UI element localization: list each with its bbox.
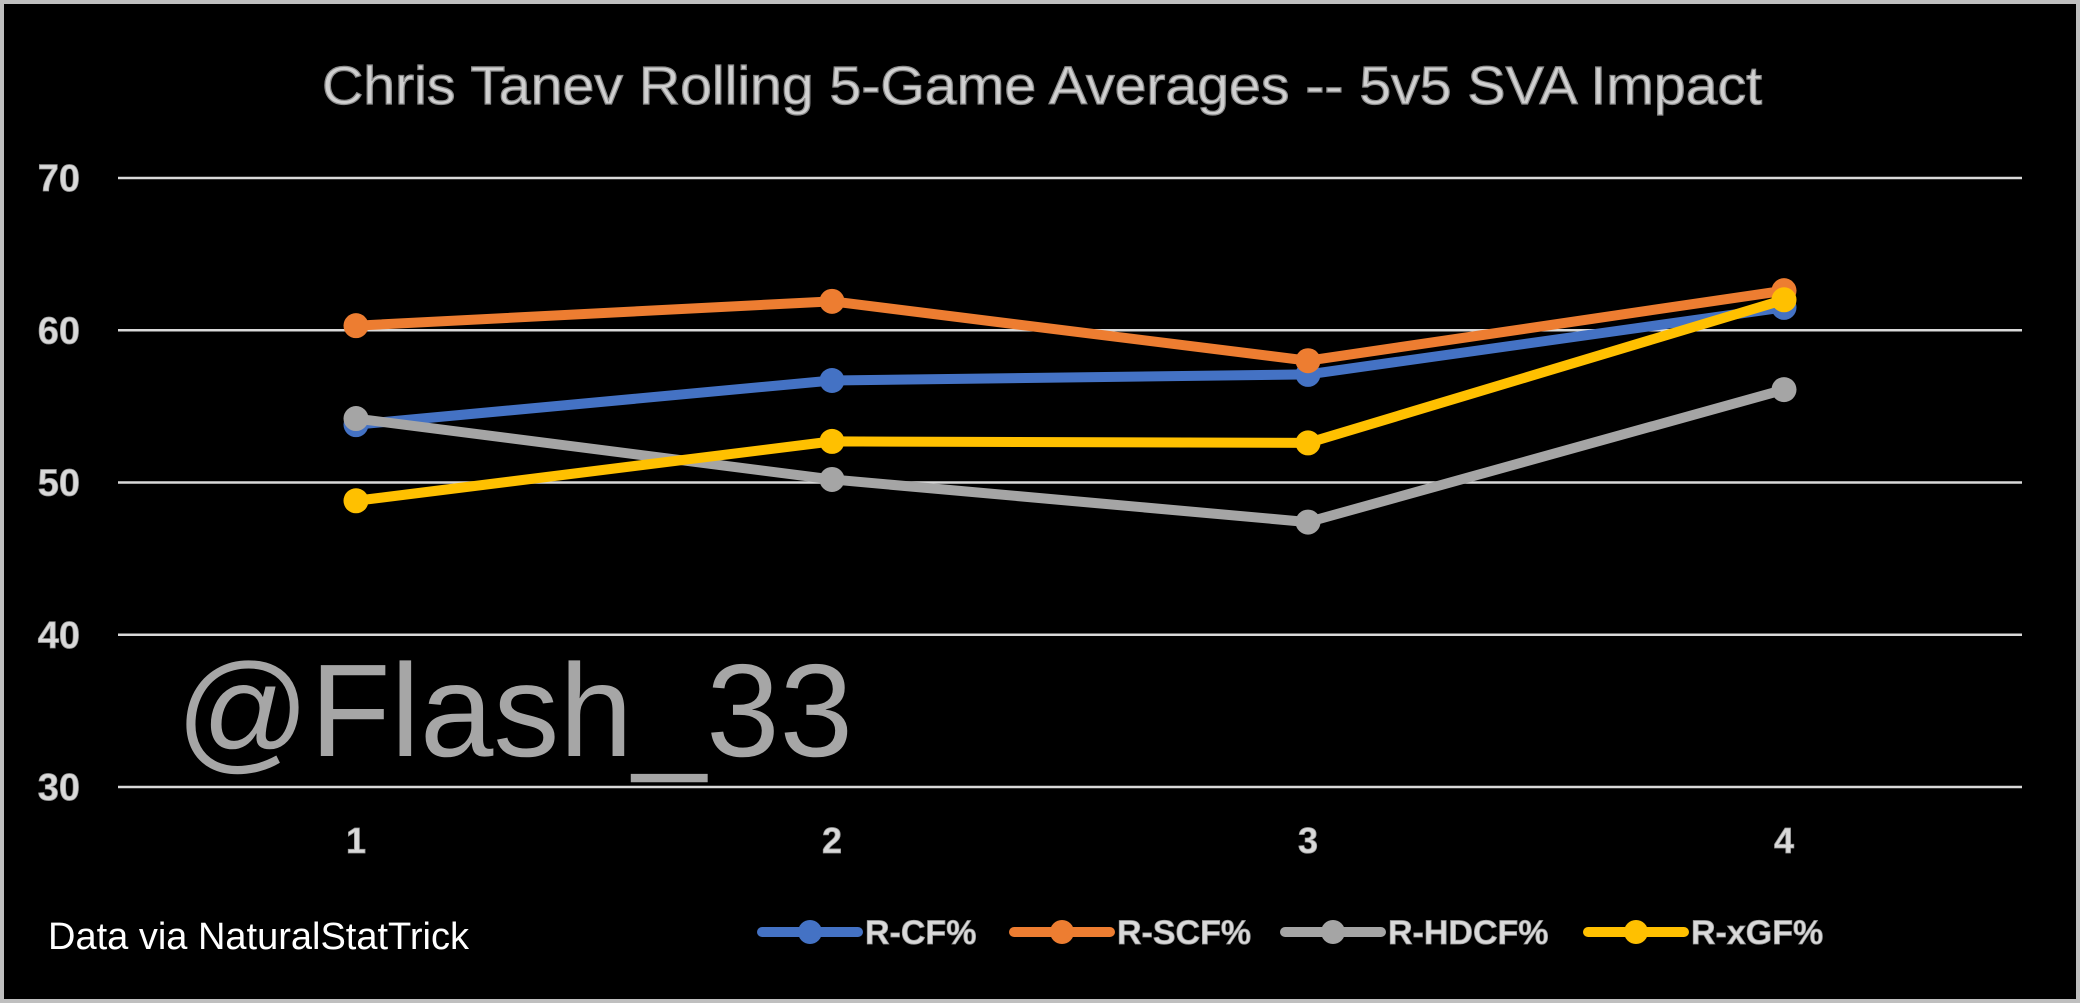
legend-label: R-CF% <box>865 914 976 952</box>
legend-swatch-marker <box>798 920 822 944</box>
series-line <box>351 294 1789 506</box>
series-r-hdcf <box>343 377 1797 535</box>
series-line <box>351 302 1789 430</box>
legend-item: R-HDCF% <box>1280 914 1549 952</box>
legend-label: R-SCF% <box>1117 914 1251 952</box>
gridlines <box>118 176 2022 789</box>
data-point <box>819 288 845 314</box>
legend-item: R-CF% <box>757 914 977 952</box>
chart-title: Chris Tanev Rolling 5-Game Averages -- 5… <box>322 56 1762 116</box>
series-lines <box>343 278 1797 535</box>
series-r-xgf <box>343 287 1797 514</box>
data-point <box>1295 509 1321 535</box>
x-tick-label: 2 <box>822 820 842 861</box>
data-point <box>1771 377 1797 403</box>
legend-swatch-marker <box>1624 920 1648 944</box>
data-point <box>1295 430 1321 456</box>
legend-swatch-marker <box>1321 920 1345 944</box>
x-tick-label: 3 <box>1298 820 1318 861</box>
y-tick-label: 70 <box>38 158 80 200</box>
data-point <box>1771 287 1797 313</box>
data-point <box>1295 348 1321 374</box>
y-tick-label: 30 <box>38 767 80 809</box>
legend-label: R-HDCF% <box>1388 914 1549 952</box>
y-axis-ticks: 30 40 50 60 70 <box>37 158 80 810</box>
series-line <box>351 285 1789 366</box>
y-tick-label: 40 <box>38 615 80 657</box>
x-axis-ticks: 1 2 3 4 <box>346 820 1795 862</box>
legend-item: R-SCF% <box>1009 914 1252 952</box>
x-tick-label: 1 <box>346 820 366 861</box>
data-point <box>343 406 369 432</box>
legend-item: R-xGF% <box>1583 914 1824 952</box>
data-point <box>343 488 369 514</box>
line-chart: Chris Tanev Rolling 5-Game Averages -- 5… <box>37 55 2022 958</box>
x-tick-label: 4 <box>1774 820 1794 861</box>
data-point <box>819 428 845 454</box>
legend-swatch-marker <box>1050 920 1074 944</box>
series-line <box>351 384 1789 528</box>
legend: R-CF% R-SCF% R-HDCF% R-xGF% <box>757 914 1824 952</box>
y-tick-label: 50 <box>38 463 80 505</box>
watermark-text: @Flash_33 <box>176 637 853 784</box>
data-point <box>819 367 845 393</box>
data-point <box>819 466 845 492</box>
data-point <box>343 313 369 339</box>
y-tick-label: 60 <box>38 310 80 352</box>
source-note: Data via NaturalStatTrick <box>48 916 470 958</box>
legend-label: R-xGF% <box>1691 914 1823 952</box>
